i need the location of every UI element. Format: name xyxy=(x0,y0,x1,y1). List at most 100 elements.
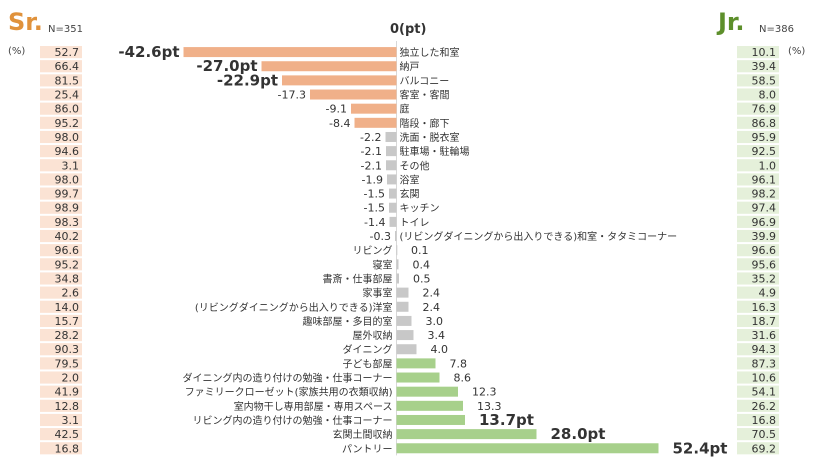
sr-value-label: 90.3 xyxy=(55,343,80,356)
diff-value-label: 3.0 xyxy=(426,315,444,328)
jr-value-label: 54.1 xyxy=(752,386,777,399)
jr-value-label: 18.7 xyxy=(752,315,777,328)
jr-value-label: 26.2 xyxy=(752,400,777,413)
jr-value-label: 69.2 xyxy=(752,442,777,455)
diff-value-label: -2.1 xyxy=(361,145,382,158)
sr-value-cell xyxy=(40,229,82,243)
category-label: バルコニー xyxy=(400,75,450,87)
jr-value-cell xyxy=(737,314,779,327)
sr-value-label: 25.4 xyxy=(55,89,80,102)
diff-bar xyxy=(396,245,398,256)
diff-bar xyxy=(396,287,409,298)
sr-value-cell xyxy=(40,286,82,299)
center-zero-label: 0(pt) xyxy=(390,22,427,37)
sr-value-cell xyxy=(40,385,82,398)
sr-value-cell xyxy=(40,329,82,342)
sr-value-label: 86.0 xyxy=(55,103,80,116)
jr-value-cell xyxy=(737,258,779,271)
category-label: 屋外収納 xyxy=(353,329,393,342)
sr-value-label: 94.6 xyxy=(55,145,80,158)
category-label: 納戸 xyxy=(400,60,420,73)
diff-bar xyxy=(351,103,397,114)
sr-value-cell xyxy=(40,399,82,412)
diff-value-label: -27.0pt xyxy=(196,57,257,75)
diff-value-label: 0.4 xyxy=(413,258,431,271)
diff-value-label: -1.9 xyxy=(362,173,383,186)
diff-value-label: 3.4 xyxy=(428,329,446,342)
diff-bar xyxy=(261,61,397,72)
category-label: 階段・廊下 xyxy=(400,117,450,130)
category-label: ダイニング内の造り付けの勉強・仕事コーナー xyxy=(183,372,393,385)
diff-bar xyxy=(389,202,397,213)
diff-value-label: 13.7pt xyxy=(479,411,534,429)
sr-value-cell xyxy=(40,159,82,172)
category-label: (リビングダイニングから出入りできる)洋室 xyxy=(195,301,393,314)
sr-value-label: 14.0 xyxy=(55,301,80,314)
jr-value-label: 98.2 xyxy=(752,188,777,201)
diff-bar xyxy=(396,344,417,355)
diff-value-label: -22.9pt xyxy=(217,71,278,89)
diff-value-label: 2.4 xyxy=(423,301,441,314)
jr-value-cell xyxy=(737,88,779,101)
diff-value-label: -1.5 xyxy=(364,188,385,201)
category-label: 駐車場・駐輪場 xyxy=(400,145,470,158)
jr-value-cell xyxy=(737,215,779,228)
category-label: リビング xyxy=(353,244,393,257)
category-label: ダイニング xyxy=(343,343,393,356)
diff-bar xyxy=(396,315,412,326)
sr-value-cell xyxy=(40,272,82,285)
jr-value-cell xyxy=(737,357,779,370)
sr-sample-size: N=351 xyxy=(48,24,83,35)
diff-value-label: -2.2 xyxy=(360,131,381,144)
jr-value-label: 1.0 xyxy=(759,159,777,172)
category-label: トイレ xyxy=(400,218,430,229)
diff-bar xyxy=(396,386,458,397)
category-label: 玄関土間収納 xyxy=(333,428,393,441)
sr-value-label: 41.9 xyxy=(55,386,80,399)
category-label: 室内物干し専用部屋・専用スペース xyxy=(234,400,393,413)
diff-bar xyxy=(386,160,397,171)
sr-value-label: 98.9 xyxy=(55,202,80,215)
category-label: リビング内の造り付けの勉強・仕事コーナー xyxy=(193,414,393,427)
sr-value-label: 40.2 xyxy=(55,230,80,243)
jr-value-cell xyxy=(737,413,779,427)
sr-value-label: 2.0 xyxy=(62,372,80,385)
jr-value-label: 16.3 xyxy=(752,301,777,314)
diff-bar xyxy=(396,443,659,454)
jr-value-cell xyxy=(737,130,779,144)
jr-value-cell xyxy=(737,385,779,398)
jr-value-label: 96.1 xyxy=(752,173,777,186)
sr-value-cell xyxy=(40,74,82,87)
sr-value-cell xyxy=(40,343,82,356)
jr-value-cell xyxy=(737,329,779,342)
sr-value-cell xyxy=(40,413,82,427)
pct-label-right: (%) xyxy=(788,46,806,57)
category-label: ファミリークローゼット(家族共用の衣類収納) xyxy=(185,386,393,399)
sr-value-cell xyxy=(40,244,82,257)
jr-value-cell xyxy=(737,116,779,129)
sr-value-cell xyxy=(40,215,82,228)
diff-value-label: 28.0pt xyxy=(551,425,606,443)
jr-value-label: 95.9 xyxy=(752,131,777,144)
jr-sample-size: N=386 xyxy=(759,24,794,35)
jr-value-cell xyxy=(737,286,779,299)
diff-value-label: -17.3 xyxy=(278,89,306,102)
jr-value-label: 96.6 xyxy=(752,244,777,257)
jr-value-label: 39.9 xyxy=(752,230,777,243)
category-label: 客室・客間 xyxy=(400,89,450,102)
sr-value-label: 98.0 xyxy=(55,173,80,186)
sr-value-label: 3.1 xyxy=(62,414,80,427)
sr-value-label: 81.5 xyxy=(55,74,80,87)
jr-value-cell xyxy=(737,343,779,356)
diff-bar xyxy=(396,400,463,411)
diff-bar xyxy=(385,131,397,142)
jr-label: Jr. xyxy=(718,8,745,36)
sr-value-label: 98.0 xyxy=(55,131,80,144)
jr-value-cell xyxy=(737,102,779,115)
category-label: 書斎・仕事部屋 xyxy=(323,272,393,285)
sr-value-label: 2.6 xyxy=(62,287,80,300)
jr-value-cell xyxy=(737,442,779,455)
sr-value-label: 34.8 xyxy=(55,272,80,285)
sr-value-cell xyxy=(40,145,82,158)
